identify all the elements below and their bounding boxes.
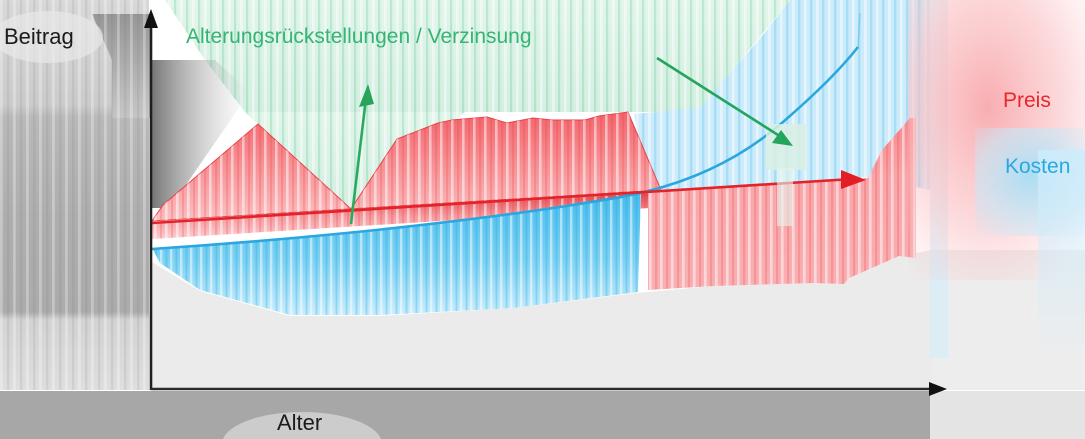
price-line-bevel-strip [152, 193, 650, 239]
axis-corner-shadow [152, 60, 250, 208]
reserve-arrow-down [656, 56, 793, 146]
reserve-green-glow [165, 0, 790, 213]
price-line [151, 170, 866, 225]
price-region-young [151, 111, 662, 222]
reserve-arrow-down-head-icon [772, 130, 793, 146]
below-axis-shadow-band [0, 391, 1085, 439]
price-series-label: Preis [1003, 89, 1051, 112]
x-axis-label: Alter [277, 410, 323, 435]
cost-series-label: Kosten [1005, 155, 1071, 178]
plot-floor-shadow [150, 243, 932, 388]
y-axis-label: Beitrag [4, 24, 74, 49]
x-axis-arrowhead-icon [929, 382, 947, 396]
cost-region-young [152, 193, 641, 315]
y-axis [144, 9, 158, 390]
reserve-arrow-up-head-icon [359, 84, 374, 107]
left-gray-shadow-panel [0, 0, 150, 390]
y-axis-arrowhead-icon [144, 9, 158, 28]
cost-glow-column [1038, 150, 1085, 362]
reserve-arrow-up [349, 84, 374, 225]
reserve-arrow-head-glow [766, 124, 806, 226]
price-arrowhead-icon [841, 170, 866, 189]
cost-curve [151, 12, 861, 251]
reserve-annotation-label: Alterungsrückstellungen / Verzinsung [186, 25, 532, 48]
x-axis [151, 382, 947, 396]
